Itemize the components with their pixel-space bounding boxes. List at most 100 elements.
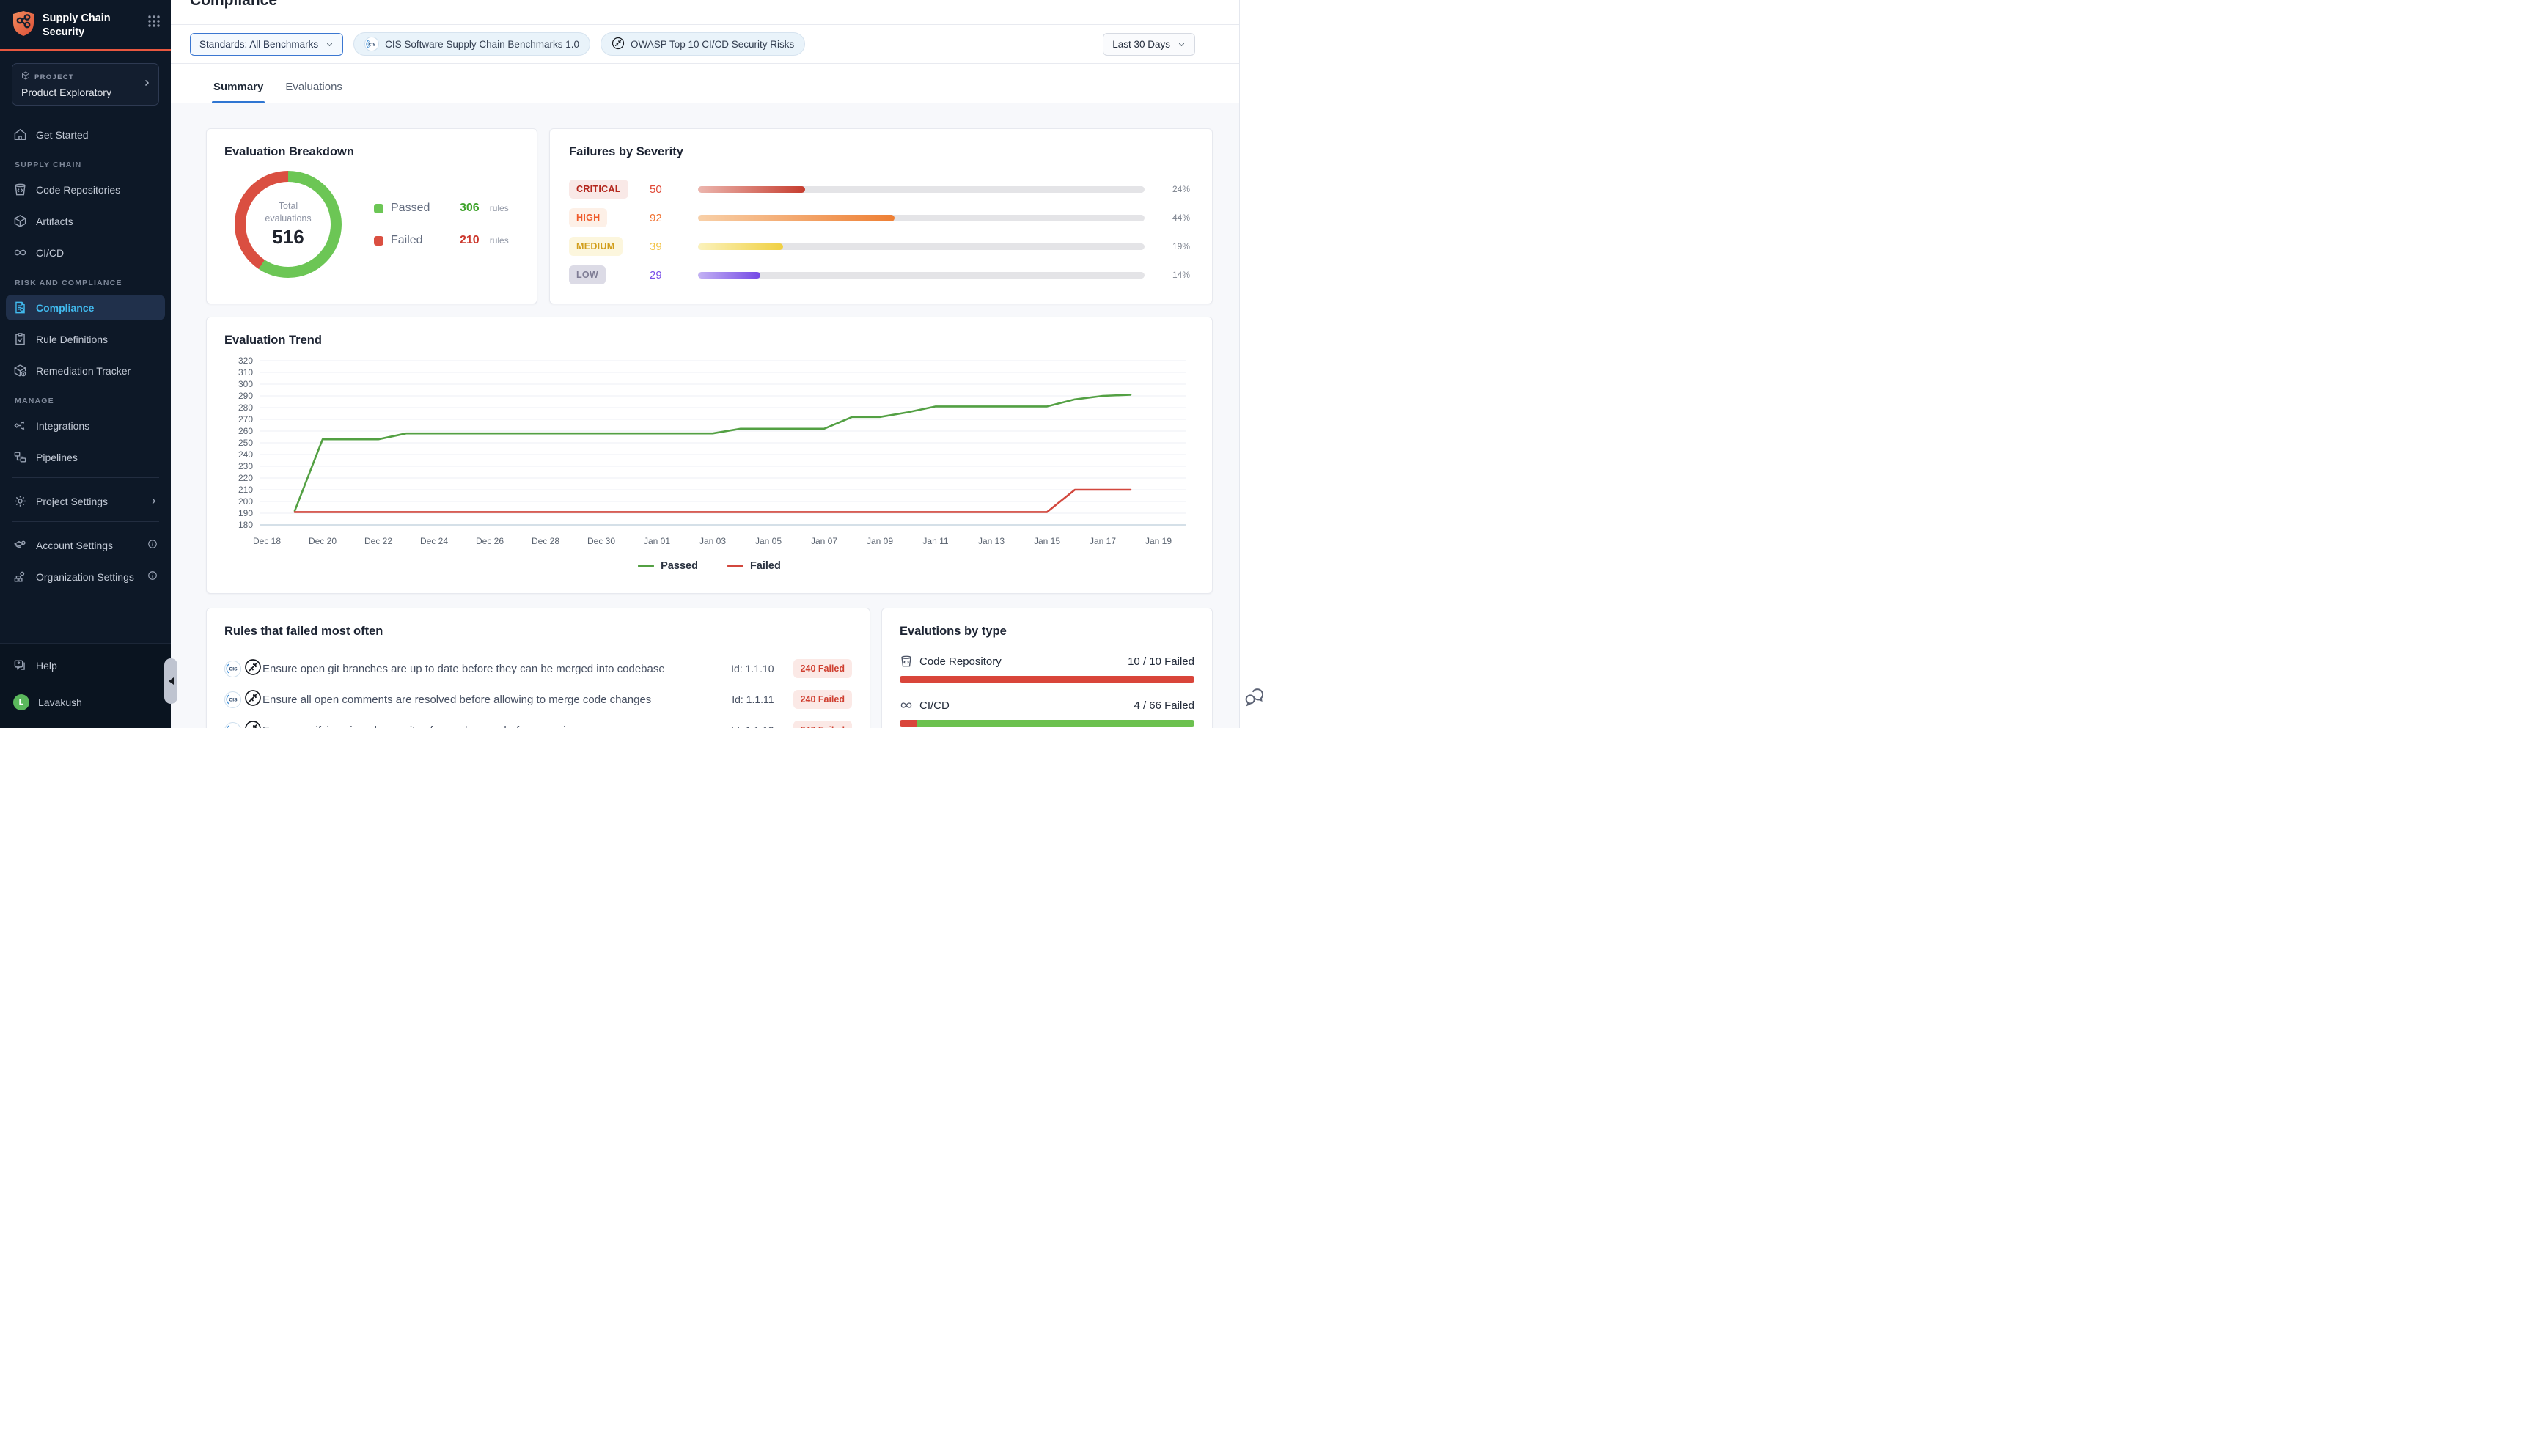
legend-item-failed: Failed 210 rules xyxy=(374,234,509,247)
help-chat-icon xyxy=(14,660,25,670)
severity-bar-fill xyxy=(698,243,783,250)
chevron-right-icon xyxy=(142,78,151,91)
severity-bar xyxy=(698,243,1145,250)
sidebar-bottom: Help L Lavakush xyxy=(0,643,171,728)
evaluations-donut-chart: Total evaluations 516 xyxy=(235,171,342,278)
org-gear-icon xyxy=(14,571,25,582)
severity-row-critical: CRITICAL 50 24% xyxy=(569,178,1193,200)
type-label: Code Repository xyxy=(919,655,1002,668)
svg-text:Jan 07: Jan 07 xyxy=(811,536,837,546)
svg-text:320: 320 xyxy=(238,356,253,366)
sidebar-item-account-settings[interactable]: Account Settings xyxy=(6,532,165,558)
sidebar-item-cicd[interactable]: CI/CD xyxy=(6,240,165,265)
cis-logo-icon: CIS xyxy=(364,37,380,51)
severity-bar xyxy=(698,185,1145,193)
project-label: PROJECT xyxy=(34,73,74,81)
sidebar-item-artifacts[interactable]: Artifacts xyxy=(6,208,165,234)
clipboard-check-icon xyxy=(15,333,25,345)
sidebar-collapse-button[interactable] xyxy=(164,658,177,704)
sidebar-item-integrations[interactable]: Integrations xyxy=(6,413,165,438)
info-icon[interactable] xyxy=(147,570,158,583)
svg-text:Jan 19: Jan 19 xyxy=(1145,536,1172,546)
info-icon[interactable] xyxy=(147,539,158,551)
severity-row-high: HIGH 92 44% xyxy=(569,207,1193,229)
svg-text:220: 220 xyxy=(238,473,253,483)
brand-title: Supply Chain Security xyxy=(43,12,111,38)
svg-text:Dec 24: Dec 24 xyxy=(420,536,448,546)
severity-percent: 24% xyxy=(1172,184,1190,194)
benchmark-pill-owasp[interactable]: OWASP Top 10 CI/CD Security Risks xyxy=(600,32,806,56)
svg-text:230: 230 xyxy=(238,461,253,471)
svg-text:Jan 05: Jan 05 xyxy=(755,536,782,546)
rule-row[interactable]: CIS Ensure verifying signed commits of n… xyxy=(224,715,852,728)
cis-logo-icon: CIS xyxy=(224,660,241,677)
chat-bubbles-icon[interactable] xyxy=(1244,687,1264,710)
date-range-select[interactable]: Last 30 Days xyxy=(1103,32,1195,56)
layers-gear-icon xyxy=(13,540,26,548)
rule-row[interactable]: CIS Ensure open git branches are up to d… xyxy=(224,653,852,684)
card-title: Evaluation Breakdown xyxy=(224,145,354,158)
rule-text: Ensure verifying signed commits of new c… xyxy=(262,724,731,729)
type-status: 10 / 10 Failed xyxy=(1128,655,1194,668)
trend-chart-svg: 1801902002102202302402502602702802903003… xyxy=(238,356,1186,546)
svg-text:CIS: CIS xyxy=(229,698,238,703)
failed-count: 210 xyxy=(460,234,480,246)
sidebar-item-project-settings[interactable]: Project Settings xyxy=(6,488,165,514)
shield-logo-icon xyxy=(12,10,35,40)
failed-swatch xyxy=(374,235,383,246)
tab-summary[interactable]: Summary xyxy=(212,81,265,103)
type-result-bar xyxy=(900,676,1194,683)
failures-by-severity-card: Failures by Severity CRITICAL 50 24% HIG… xyxy=(549,128,1213,304)
rule-id: Id: 1.1.12 xyxy=(731,724,774,728)
svg-text:Jan 15: Jan 15 xyxy=(1034,536,1060,546)
page-title-row: Compliance xyxy=(171,0,1239,25)
standards-filter-select[interactable]: Standards: All Benchmarks xyxy=(190,32,344,56)
sidebar-item-pipelines[interactable]: Pipelines xyxy=(6,444,165,470)
apps-grid-icon[interactable] xyxy=(147,10,161,32)
sidebar-item-rule-definitions[interactable]: Rule Definitions xyxy=(6,326,165,352)
svg-text:290: 290 xyxy=(238,391,253,401)
failed-count-badge: 240 Failed xyxy=(793,690,852,709)
passed-swatch xyxy=(374,203,383,213)
owasp-icon xyxy=(244,720,262,728)
main: Compliance Standards: All Benchmarks CIS… xyxy=(171,0,1267,728)
severity-row-low: LOW 29 14% xyxy=(569,264,1193,286)
card-title: Rules that failed most often xyxy=(224,625,383,638)
severity-bar-fill xyxy=(698,271,761,279)
svg-text:280: 280 xyxy=(238,402,253,413)
severity-count: 29 xyxy=(650,268,662,282)
severity-bar xyxy=(698,271,1145,279)
type-label: CI/CD xyxy=(919,699,950,712)
sidebar-item-compliance[interactable]: Compliance xyxy=(6,295,165,320)
tabs: Summary Evaluations xyxy=(171,64,1239,103)
rule-text: Ensure all open comments are resolved be… xyxy=(262,693,652,706)
type-bar-red xyxy=(900,676,1194,683)
sidebar-item-code-repositories[interactable]: Code Repositories xyxy=(6,177,165,202)
type-bar-red xyxy=(900,720,918,727)
project-selector[interactable]: PROJECT Product Exploratory xyxy=(12,63,159,106)
sidebar-item-get-started[interactable]: Get Started xyxy=(6,122,165,147)
svg-text:200: 200 xyxy=(238,496,253,507)
sidebar-item-remediation-tracker[interactable]: Remediation Tracker xyxy=(6,358,165,383)
code-repo-icon xyxy=(901,655,911,667)
svg-text:Dec 30: Dec 30 xyxy=(587,536,615,546)
infinity-icon xyxy=(14,249,26,256)
section-supply-chain: SUPPLY CHAIN xyxy=(15,161,82,169)
svg-text:Dec 22: Dec 22 xyxy=(364,536,392,546)
tab-evaluations[interactable]: Evaluations xyxy=(285,81,342,93)
svg-text:Jan 01: Jan 01 xyxy=(644,536,670,546)
sidebar-item-organization-settings[interactable]: Organization Settings xyxy=(6,564,165,589)
home-icon xyxy=(14,128,26,140)
svg-text:Dec 20: Dec 20 xyxy=(309,536,337,546)
svg-text:Dec 28: Dec 28 xyxy=(532,536,559,546)
user-name: Lavakush xyxy=(38,696,82,708)
sidebar-item-help[interactable]: Help xyxy=(6,652,165,678)
rule-id: Id: 1.1.11 xyxy=(732,694,774,705)
type-row-code-repository: Code Repository 10 / 10 Failed xyxy=(900,655,1194,683)
user-menu[interactable]: L Lavakush xyxy=(6,688,165,716)
scroll-gutter[interactable] xyxy=(1239,0,1267,728)
rule-row[interactable]: CIS Ensure all open comments are resolve… xyxy=(224,684,852,715)
benchmark-pill-cis[interactable]: CIS CIS Software Supply Chain Benchmarks… xyxy=(353,32,590,56)
severity-percent: 14% xyxy=(1172,270,1190,280)
pipelines-icon xyxy=(14,452,26,463)
